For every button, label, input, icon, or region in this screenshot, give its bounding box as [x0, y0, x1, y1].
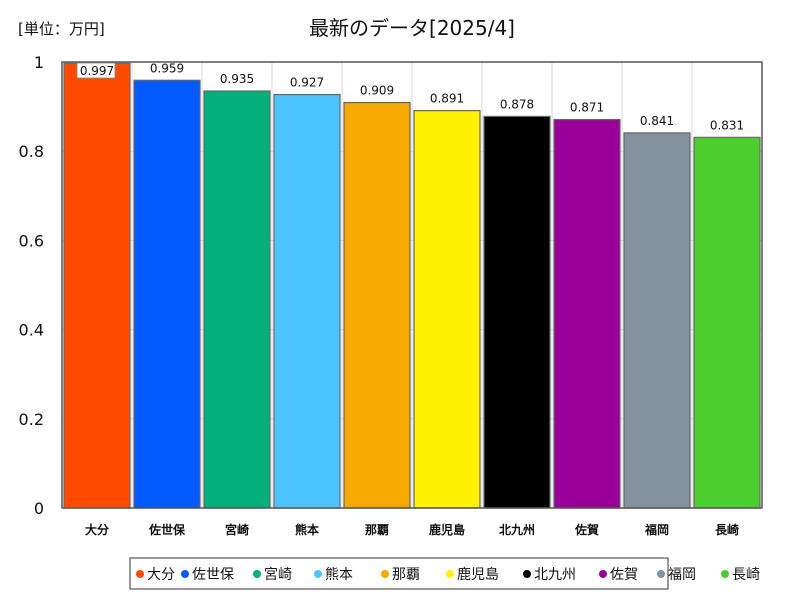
x-tick-label: 那覇: [365, 523, 389, 537]
legend-marker: [446, 570, 454, 578]
data-label: 0.878: [500, 97, 534, 111]
legend-label: 佐世保: [192, 567, 234, 583]
data-label: 0.935: [220, 72, 254, 86]
bar: [203, 90, 271, 509]
legend-label: 鹿児島: [457, 566, 499, 583]
x-tick-label: 北九州: [499, 522, 535, 537]
bar: [343, 101, 411, 509]
y-tick-label: 0.8: [19, 142, 44, 161]
legend-marker: [253, 570, 261, 578]
bar: [693, 136, 761, 509]
data-label: 0.891: [430, 92, 464, 106]
unit-label: [単位：万円]: [18, 20, 105, 38]
x-tick-label: 鹿児島: [429, 522, 465, 537]
data-label: 0.871: [570, 101, 604, 115]
legend: 大分 佐世保 宮崎 熊本 那覇 鹿児島 北九州 佐賀 福岡 長崎: [129, 557, 760, 590]
x-tick-label: 宮崎: [225, 522, 249, 537]
legend-marker: [136, 570, 144, 578]
data-label: 0.831: [710, 118, 744, 132]
data-label: 0.959: [150, 61, 184, 75]
legend-label: 大分: [147, 567, 175, 583]
plot-frame: [61, 61, 763, 509]
data-label: 0.927: [290, 76, 324, 90]
data-label: 0.997: [80, 64, 114, 78]
bar: [413, 110, 481, 509]
bar: [553, 118, 621, 509]
legend-label: 佐賀: [610, 567, 638, 583]
x-tick-label: 大分: [85, 522, 109, 537]
legend-marker: [523, 570, 531, 578]
plot-area: 0 0.2 0.4 0.6 0.8 1 0.997 大分 0.959 佐世保 0.935 宮崎 0.92…: [19, 53, 763, 537]
x-tick-label: 長崎: [715, 522, 739, 537]
x-tick-label: 熊本: [295, 522, 319, 537]
legend-marker: [599, 570, 607, 578]
legend-label: 福岡: [668, 567, 696, 583]
legend-label: 北九州: [534, 567, 576, 583]
legend-marker: [381, 570, 389, 578]
bar: [483, 115, 551, 509]
x-tick-label: 佐賀: [574, 522, 599, 537]
legend-label: 那覇: [392, 567, 420, 583]
bar: [133, 79, 201, 509]
legend-label: 長崎: [732, 567, 760, 583]
y-tick-label: 0.6: [19, 231, 44, 250]
data-label-background: [76, 62, 116, 79]
legend-label: 宮崎: [264, 567, 292, 583]
legend-marker: [181, 570, 189, 578]
legend-marker: [314, 570, 322, 578]
y-tick-label: 0: [34, 499, 44, 518]
legend-box: [129, 557, 669, 590]
data-label: 0.841: [640, 114, 674, 128]
bar: [273, 93, 341, 509]
x-tick-label: 福岡: [644, 522, 669, 537]
data-label: 0.909: [360, 84, 394, 98]
bar: [623, 132, 691, 509]
legend-marker: [657, 570, 665, 578]
legend-marker: [721, 570, 729, 578]
bar: [63, 62, 131, 509]
chart-title: 最新のデータ[2025/4]: [309, 16, 515, 40]
x-tick-label: 佐世保: [148, 522, 186, 537]
y-tick-label: 1: [34, 53, 44, 72]
y-tick-label: 0.2: [19, 410, 44, 429]
legend-label: 熊本: [325, 567, 353, 583]
y-tick-label: 0.4: [19, 321, 44, 340]
